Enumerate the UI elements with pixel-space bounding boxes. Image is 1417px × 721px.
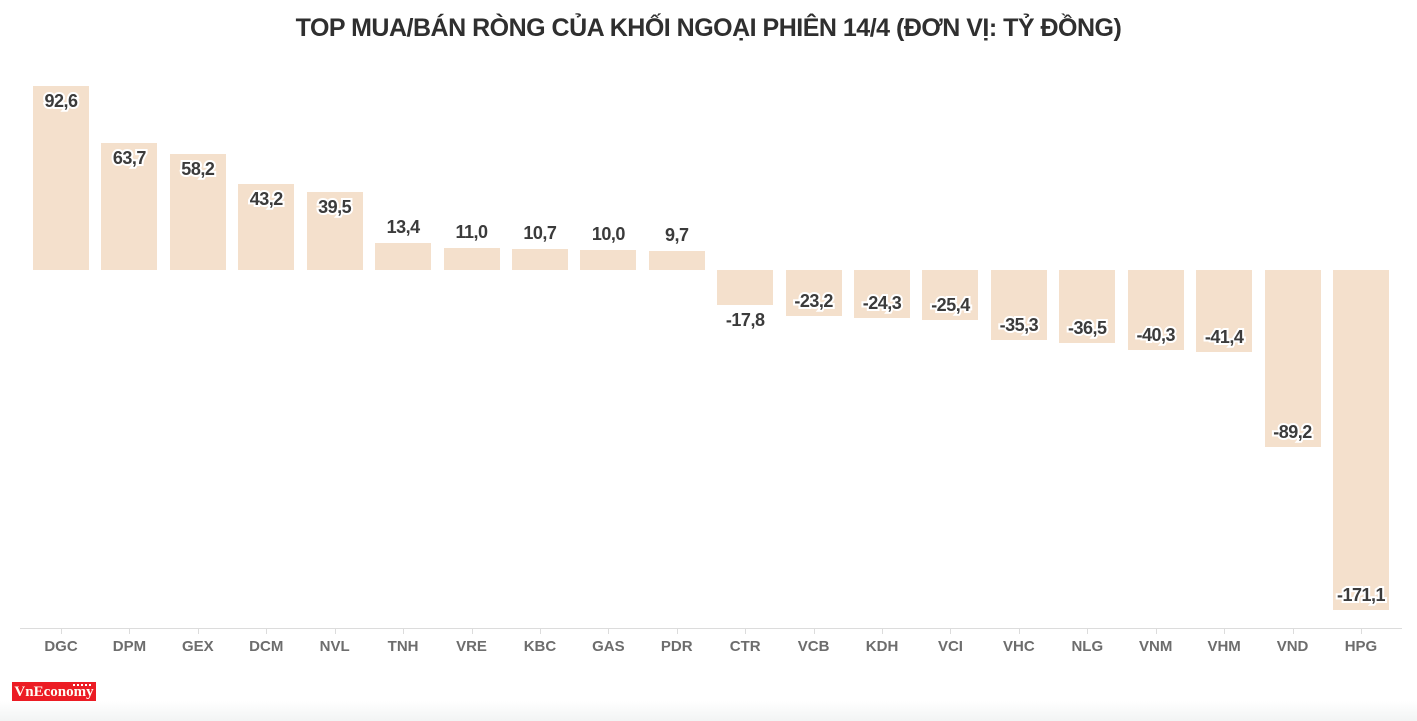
x-axis-label-CTR: CTR — [729, 638, 761, 655]
bar-value-label: 92,6 — [42, 89, 80, 113]
x-axis-tick — [197, 629, 199, 634]
x-axis-tick — [266, 629, 268, 634]
x-axis-label-GAS: GAS — [592, 638, 625, 655]
bar-value-label: 10,7 — [521, 221, 559, 245]
chart-title: TOP MUA/BÁN RÒNG CỦA KHỐI NGOẠI PHIÊN 14… — [295, 14, 1122, 42]
bar-value-label: 58,2 — [179, 157, 217, 181]
bar-TNH — [375, 243, 432, 270]
vneconomy-logo: VnEconomy — [12, 682, 96, 703]
bar-VCI — [922, 270, 979, 321]
x-axis-tick — [882, 629, 884, 634]
x-axis-label-GEX: GEX — [181, 638, 214, 655]
x-axis-label-NVL: NVL — [319, 638, 350, 655]
logo-top-mark-icon — [73, 684, 91, 686]
bar-value-label: -17,8 — [724, 308, 767, 332]
bar-value-label: 63,7 — [111, 146, 149, 170]
x-axis-label-VCI: VCI — [937, 638, 963, 655]
bar-value-label: 13,4 — [385, 215, 423, 239]
x-axis-label-NLG: NLG — [1071, 638, 1104, 655]
x-axis-label-VRE: VRE — [456, 638, 487, 655]
bar-value-label: -24,3 — [861, 291, 904, 315]
bar-NLG — [1059, 270, 1116, 343]
bar-value-label: -89,2 — [1271, 420, 1314, 444]
bar-VRE — [443, 248, 500, 270]
x-axis-label-DGC: DGC — [44, 638, 78, 655]
x-axis-tick — [403, 629, 405, 634]
bar-VHC — [990, 270, 1047, 341]
bar-GAS — [580, 250, 637, 270]
bar-value-label: 39,5 — [316, 195, 354, 219]
x-axis-line — [20, 628, 1402, 629]
x-axis-tick — [745, 629, 747, 634]
x-axis-tick — [471, 629, 473, 634]
x-axis-label-VHM: VHM — [1207, 638, 1241, 655]
bar-VHM — [1196, 270, 1253, 353]
x-axis-tick — [129, 629, 131, 634]
x-axis-tick — [1360, 629, 1362, 634]
x-axis-label-PDR: PDR — [660, 638, 693, 655]
bar-DGC — [33, 86, 89, 270]
bar-value-label: -35,3 — [998, 313, 1041, 337]
x-axis-label-KBC: KBC — [523, 638, 557, 655]
x-axis-label-DPM: DPM — [112, 638, 147, 655]
bar-KBC — [511, 248, 568, 270]
x-axis-label-VNM: VNM — [1139, 638, 1173, 655]
bottom-fade — [0, 701, 1417, 721]
x-axis-tick — [608, 629, 610, 634]
bar-value-label: 11,0 — [453, 220, 490, 244]
bar-HPG — [1332, 270, 1389, 610]
bar-value-label: -25,4 — [929, 293, 972, 317]
bar-DCM — [238, 184, 295, 270]
x-axis-tick — [61, 629, 62, 634]
x-axis-label-TNH: TNH — [387, 638, 419, 655]
bar-value-label: 9,7 — [663, 223, 691, 247]
x-axis-tick — [950, 629, 952, 634]
bar-DPM — [101, 143, 158, 270]
x-axis-label-HPG: HPG — [1344, 638, 1378, 655]
x-axis-tick — [1018, 629, 1020, 634]
x-axis-label-KDH: KDH — [865, 638, 899, 655]
bar-value-label: -171,1 — [1335, 583, 1388, 607]
x-axis-tick — [813, 629, 815, 634]
bar-KDH — [854, 270, 911, 319]
bar-value-label: 43,2 — [248, 187, 286, 211]
bar-PDR — [648, 250, 705, 270]
x-axis-tick — [1155, 629, 1157, 634]
x-axis-label-VND: VND — [1276, 638, 1309, 655]
bar-VCB — [785, 270, 842, 317]
bar-value-label: 10,0 — [590, 222, 628, 246]
bar-GEX — [169, 154, 226, 270]
logo-text: VnEconomy — [14, 684, 94, 700]
bar-value-label: -36,5 — [1066, 316, 1109, 340]
x-axis-label-VHC: VHC — [1003, 638, 1035, 655]
bar-CTR — [717, 270, 774, 306]
x-axis-tick — [1292, 629, 1294, 634]
x-axis-tick — [676, 629, 678, 634]
bar-value-label: -41,4 — [1203, 325, 1246, 349]
x-axis-tick — [1087, 629, 1089, 634]
bar-NVL — [306, 191, 363, 270]
x-axis-label-VCB: VCB — [797, 638, 830, 655]
x-axis-label-DCM: DCM — [249, 638, 284, 655]
x-axis-tick — [539, 629, 541, 634]
x-axis-tick — [334, 629, 336, 634]
bar-value-label: -23,2 — [792, 289, 835, 313]
bar-VND — [1264, 270, 1321, 448]
x-axis-tick — [1224, 629, 1226, 634]
bar-value-label: -40,3 — [1134, 323, 1177, 347]
bar-VNM — [1127, 270, 1184, 351]
